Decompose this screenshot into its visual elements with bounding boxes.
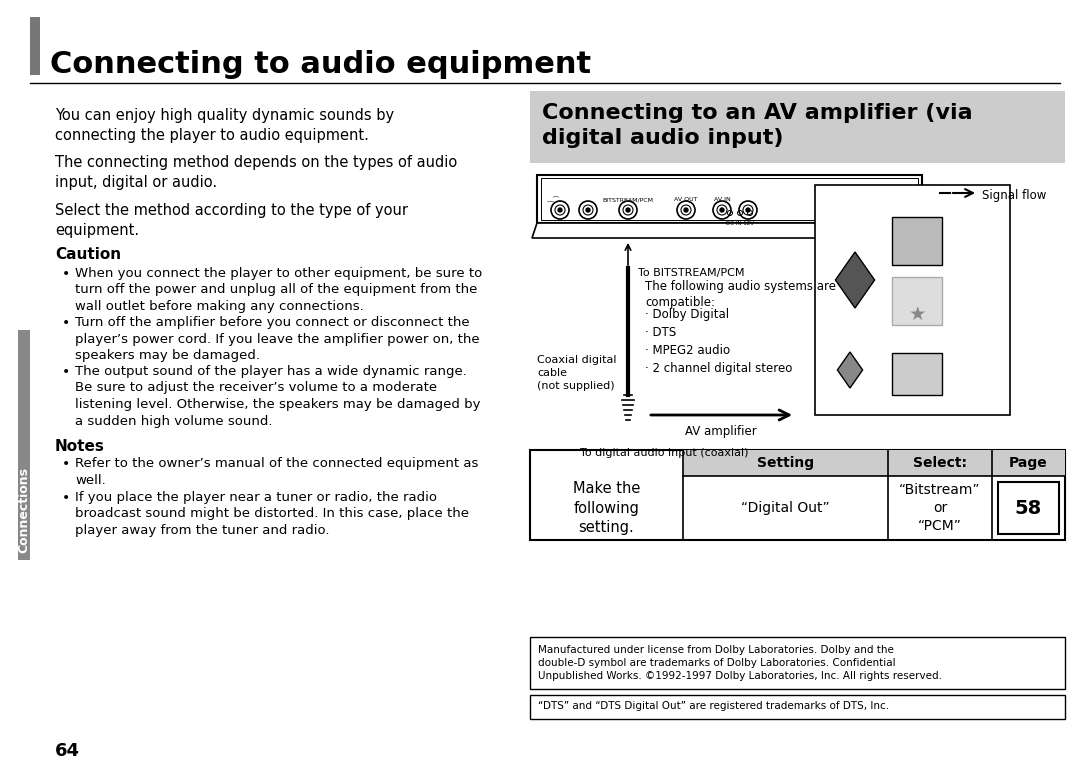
- Bar: [998, 482, 1059, 534]
- Text: The following audio systems are
compatible:: The following audio systems are compatib…: [645, 280, 836, 309]
- Bar: [541, 178, 918, 220]
- Text: AV IN: AV IN: [714, 197, 730, 202]
- Text: Refer to the owner’s manual of the connected equipment as
well.: Refer to the owner’s manual of the conne…: [75, 457, 478, 487]
- Text: Coaxial digital
cable
(not supplied): Coaxial digital cable (not supplied): [537, 355, 617, 391]
- Circle shape: [720, 208, 724, 212]
- Bar: [683, 450, 1065, 476]
- Polygon shape: [532, 223, 937, 238]
- Circle shape: [586, 208, 590, 212]
- Bar: [892, 217, 942, 265]
- Text: •: •: [62, 267, 70, 281]
- Text: 58: 58: [1015, 498, 1042, 517]
- Text: ★: ★: [908, 305, 926, 324]
- Bar: [537, 175, 922, 223]
- Text: AV OUT: AV OUT: [674, 197, 698, 202]
- Bar: [530, 91, 1065, 163]
- Text: If you place the player near a tuner or radio, the radio
broadcast sound might b: If you place the player near a tuner or …: [75, 491, 469, 537]
- Bar: [530, 637, 1065, 689]
- Circle shape: [626, 208, 630, 212]
- Text: •: •: [62, 365, 70, 379]
- Text: Make the
following
setting.: Make the following setting.: [572, 481, 640, 536]
- Text: •: •: [62, 457, 70, 471]
- Bar: [530, 695, 1065, 719]
- Text: Connecting to audio equipment: Connecting to audio equipment: [50, 50, 591, 79]
- Text: When you connect the player to other equipment, be sure to
turn off the power an: When you connect the player to other equ…: [75, 267, 483, 313]
- Text: Caution: Caution: [55, 247, 121, 262]
- Circle shape: [746, 208, 750, 212]
- Text: “Digital Out”: “Digital Out”: [741, 501, 829, 515]
- Text: · Dolby Digital
· DTS
· MPEG2 audio
· 2 channel digital stereo: · Dolby Digital · DTS · MPEG2 audio · 2 …: [645, 308, 793, 375]
- Text: Setting: Setting: [757, 456, 814, 470]
- Text: 64: 64: [55, 742, 80, 760]
- Text: BITSTREAM/PCM: BITSTREAM/PCM: [603, 197, 653, 202]
- Polygon shape: [836, 252, 875, 308]
- Text: Select the method according to the type of your
equipment.: Select the method according to the type …: [55, 203, 408, 238]
- Text: DC IN 12V: DC IN 12V: [726, 221, 754, 226]
- Circle shape: [684, 208, 688, 212]
- Bar: [18, 330, 30, 560]
- Bar: [815, 185, 1010, 415]
- Text: You can enjoy high quality dynamic sounds by
connecting the player to audio equi: You can enjoy high quality dynamic sound…: [55, 108, 394, 143]
- Text: Connecting to an AV amplifier (via
digital audio input): Connecting to an AV amplifier (via digit…: [542, 103, 973, 148]
- Text: Manufactured under license from Dolby Laboratories. Dolby and the
double-D symbo: Manufactured under license from Dolby La…: [538, 645, 942, 681]
- Text: The connecting method depends on the types of audio
input, digital or audio.: The connecting method depends on the typ…: [55, 155, 457, 190]
- Bar: [892, 353, 942, 395]
- Circle shape: [558, 208, 562, 212]
- Text: •: •: [62, 491, 70, 505]
- Text: Signal flow: Signal flow: [982, 189, 1047, 202]
- Text: “Bitstream”
or
“PCM”: “Bitstream” or “PCM”: [900, 483, 981, 533]
- Text: Select:: Select:: [913, 456, 967, 470]
- Text: •: •: [62, 316, 70, 330]
- Text: “DTS” and “DTS Digital Out” are registered trademarks of DTS, Inc.: “DTS” and “DTS Digital Out” are register…: [538, 701, 889, 711]
- Text: AV amplifier: AV amplifier: [685, 425, 757, 438]
- Bar: [892, 277, 942, 325]
- Text: —⁀—: —⁀—: [546, 198, 566, 204]
- Text: Connections: Connections: [17, 467, 30, 553]
- Text: Notes: Notes: [55, 439, 105, 454]
- Polygon shape: [837, 352, 863, 388]
- Text: Page: Page: [1009, 456, 1048, 470]
- Text: To digital audio input (coaxial): To digital audio input (coaxial): [580, 448, 748, 458]
- Bar: [30, 17, 40, 75]
- Text: The output sound of the player has a wide dynamic range.
Be sure to adjust the r: The output sound of the player has a wid…: [75, 365, 481, 427]
- Text: Turn off the amplifier before you connect or disconnect the
player’s power cord.: Turn off the amplifier before you connec…: [75, 316, 480, 362]
- Text: To BITSTREAM/PCM: To BITSTREAM/PCM: [638, 268, 744, 278]
- Bar: [530, 450, 1065, 540]
